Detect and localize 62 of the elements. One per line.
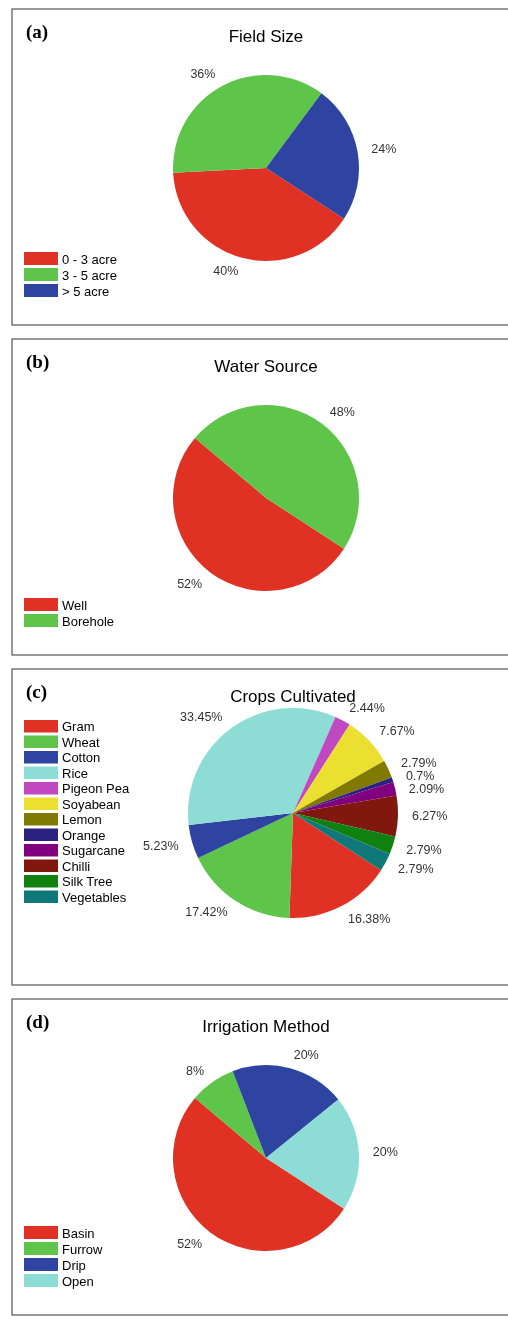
data-label: 33.45%: [180, 710, 223, 725]
data-label: 5.23%: [143, 838, 179, 853]
pie-slice: [173, 168, 344, 261]
data-label: 52%: [177, 576, 203, 591]
legend-label: Open: [62, 1273, 94, 1289]
legend-label: > 5 acre: [62, 283, 110, 299]
legend-label: Borehole: [62, 613, 115, 629]
legend-label: Rice: [62, 765, 89, 781]
legend-label: Furrow: [62, 1241, 104, 1257]
data-label: 52%: [177, 1236, 203, 1251]
legend-label: Cotton: [62, 750, 101, 765]
legend-label: 3 - 5 acre: [62, 267, 117, 283]
data-label: 8%: [185, 1063, 205, 1078]
data-label: 7.67%: [379, 724, 415, 739]
data-label: 2.79%: [406, 842, 442, 857]
legend-label: Vegetables: [62, 889, 127, 905]
data-label: 6.27%: [411, 809, 448, 824]
legend-label: Basin: [62, 1225, 95, 1241]
legend-label: Well: [62, 597, 88, 613]
pie-slice: [293, 813, 390, 871]
data-label: 40%: [213, 264, 239, 279]
legend-label: Sugarcane: [62, 843, 125, 858]
pie-slice: [266, 93, 359, 219]
pie-slice: [173, 437, 344, 591]
legend-label: Wheat: [62, 734, 100, 750]
pie-slice: [194, 405, 359, 549]
legend-label: Orange: [62, 827, 106, 843]
legend-label: Drip: [62, 1257, 86, 1273]
data-label: 2.44%: [349, 701, 385, 716]
data-label: 36%: [190, 66, 216, 81]
chart-title: Field Size: [228, 27, 304, 46]
pie-slice: [293, 760, 392, 813]
data-label: 16.38%: [347, 911, 391, 926]
text: (d): [26, 1011, 50, 1033]
data-label: 0.7%: [405, 769, 435, 784]
data-label: 2.09%: [408, 782, 445, 797]
data-label: 20%: [293, 1047, 319, 1062]
text: (b): [26, 351, 50, 373]
legend-label: Gram: [62, 719, 95, 734]
pie-slice: [293, 716, 350, 813]
pie-slice: [293, 795, 398, 837]
legend-label: 0 - 3 acre: [62, 251, 117, 267]
text: (a): [26, 21, 49, 43]
text: (c): [26, 681, 48, 703]
data-label: 24%: [371, 142, 397, 157]
chart-title: Irrigation Method: [202, 1017, 330, 1036]
pie-slice: [293, 813, 396, 854]
pie-slice: [173, 1097, 344, 1251]
data-label: 48%: [329, 405, 355, 420]
pie-slice: [232, 1065, 339, 1158]
data-label: 2.79%: [398, 861, 434, 876]
legend-label: Pigeon Pea: [62, 781, 130, 796]
legend-label: Silk Tree: [62, 874, 113, 889]
legend-label: Lemon: [62, 812, 102, 827]
legend-label: Soyabean: [62, 796, 121, 812]
data-label: 20%: [372, 1145, 398, 1160]
pie-slice: [188, 813, 293, 858]
pie-slice: [266, 1099, 359, 1209]
chart-title: Water Source: [214, 357, 318, 376]
data-label: 17.42%: [185, 905, 228, 920]
legend-label: Chilli: [62, 858, 91, 874]
data-label: 2.79%: [401, 756, 437, 771]
